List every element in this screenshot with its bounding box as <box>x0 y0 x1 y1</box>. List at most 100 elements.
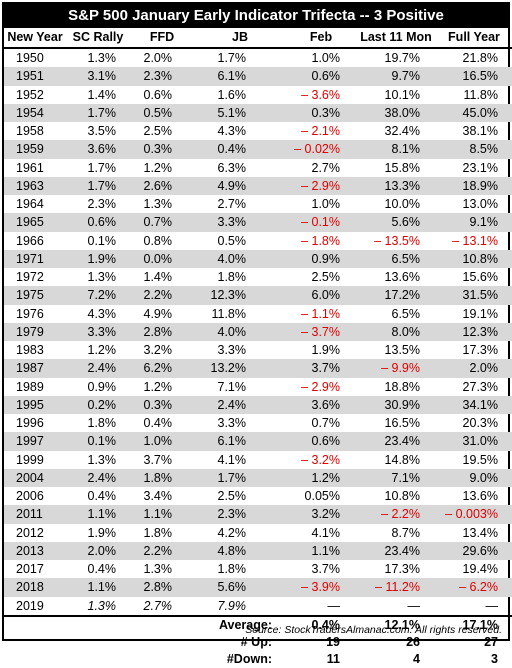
cell-last-11-mon: 30.9% <box>356 395 436 414</box>
cell-ffd: 1.8% <box>143 525 173 540</box>
summary-label: Average: <box>218 617 272 632</box>
cell-year: 2019 <box>4 596 66 617</box>
cell-sc-rally: 2.0% <box>66 541 130 560</box>
cell-jb: 6.3% <box>217 160 247 175</box>
source-note: Source: StockTradersAlmanac.com. All rig… <box>245 624 502 636</box>
cell-full-year: 12.3% <box>436 322 512 341</box>
cell-feb: – 3.2% <box>301 452 340 467</box>
cell-ffd: 2.6% <box>130 176 194 195</box>
table-row: 1979 3.3% 2.8% 4.0% – 3.7% 8.0% 12.3% <box>4 322 512 341</box>
cell-feb: 0.7% <box>311 416 341 430</box>
cell-year: 1999 <box>16 452 44 467</box>
header-row: New Year SC Rally FFD JB Feb Last 11 Mon… <box>4 28 512 49</box>
cell-full-year: 10.8% <box>436 249 512 268</box>
col-header-sc-rally: SC Rally <box>66 28 130 49</box>
cell-full-year: 17.3% <box>462 343 498 357</box>
summary-full-year: 17.1% <box>462 617 498 632</box>
cell-feb: – 3.6% <box>301 87 340 102</box>
cell-sc-rally: 1.7% <box>66 103 130 122</box>
cell-feb: 1.2% <box>286 468 356 487</box>
col-header-jb: JB <box>194 28 286 49</box>
table-row: 1997 0.1% 1.0% 6.1% 0.6% 23.4% 31.0% <box>4 432 512 451</box>
table-row: 1964 2.3% 1.3% 2.7% 1.0% 10.0% 13.0% <box>4 195 512 213</box>
summary-last-11-mon: 26 <box>406 634 420 649</box>
cell-sc-rally: 7.2% <box>66 286 130 305</box>
col-header-last-11-mon: Last 11 Mon <box>356 28 436 49</box>
table-row: 2018 1.1% 2.8% 5.6% – 3.9% – 11.2% – 6.2% <box>4 578 512 597</box>
cell-last-11-mon: 7.1% <box>356 468 436 487</box>
cell-sc-rally: 3.3% <box>66 322 130 341</box>
cell-last-11-mon: 23.4% <box>356 541 436 560</box>
cell-feb: 0.6% <box>286 432 356 451</box>
cell-sc-rally: 3.5% <box>87 124 117 138</box>
cell-year: 1989 <box>16 379 44 394</box>
cell-feb: – 2.9% <box>286 176 356 195</box>
table-row: 1961 1.7% 1.2% 6.3% 2.7% 15.8% 23.1% <box>4 159 512 177</box>
cell-year: 1961 <box>16 160 44 175</box>
table-row: 1983 1.2% 3.2% 3.3% 1.9% 13.5% 17.3% <box>4 341 512 359</box>
cell-year: 2011 <box>4 505 66 524</box>
cell-year: 1952 <box>16 87 44 102</box>
table-row: 1954 1.7% 0.5% 5.1% 0.3% 38.0% 45.0% <box>4 103 512 122</box>
cell-full-year: 16.5% <box>436 67 512 86</box>
cell-full-year: 2.0% <box>436 359 512 378</box>
cell-year: 1987 <box>4 359 66 378</box>
cell-sc-rally: 0.2% <box>66 395 130 414</box>
table-row: 1951 3.1% 2.3% 6.1% 0.6% 9.7% 16.5% <box>4 67 512 86</box>
cell-feb: — <box>286 596 356 617</box>
cell-ffd: 3.4% <box>143 489 173 503</box>
cell-full-year: 23.1% <box>462 160 498 175</box>
cell-full-year: 45.0% <box>436 103 512 122</box>
cell-jb: 1.8% <box>217 562 247 576</box>
cell-full-year: 29.6% <box>436 541 512 560</box>
cell-feb: 1.1% <box>286 541 356 560</box>
cell-feb: 1.9% <box>311 343 341 357</box>
table-row: 2019 1.3% 2.7% 7.9% — — — <box>4 596 512 617</box>
cell-year: 1996 <box>16 416 44 430</box>
cell-feb: – 0.02% <box>286 140 356 159</box>
summary-spacer <box>4 616 194 634</box>
cell-year: 2004 <box>4 468 66 487</box>
cell-sc-rally: 1.1% <box>66 578 130 597</box>
summary-last-11-mon: 12.1% <box>384 617 420 632</box>
cell-full-year: – 6.2% <box>436 578 512 597</box>
cell-year: 1979 <box>4 322 66 341</box>
cell-ffd: 0.3% <box>130 140 194 159</box>
table-row: 2012 1.9% 1.8% 4.2% 4.1% 8.7% 13.4% <box>4 524 512 542</box>
cell-feb: 1.0% <box>311 197 341 211</box>
cell-ffd: 1.4% <box>143 270 173 284</box>
cell-last-11-mon: 16.5% <box>384 416 420 430</box>
cell-jb: 4.2% <box>217 525 247 540</box>
table-row: 1975 7.2% 2.2% 12.3% 6.0% 17.2% 31.5% <box>4 286 512 305</box>
cell-last-11-mon: 32.4% <box>384 124 420 138</box>
cell-feb: 2.7% <box>311 160 341 175</box>
col-header-ffd: FFD <box>130 28 194 49</box>
cell-full-year: 31.5% <box>436 286 512 305</box>
cell-full-year: 27.3% <box>462 379 498 394</box>
cell-ffd: 1.3% <box>143 197 173 211</box>
cell-jb: 2.7% <box>217 197 247 211</box>
cell-sc-rally: 0.9% <box>87 379 117 394</box>
cell-ffd: 4.9% <box>143 306 173 321</box>
cell-last-11-mon: 17.3% <box>384 562 420 576</box>
cell-year: 1959 <box>4 140 66 159</box>
cell-sc-rally: 3.6% <box>66 140 130 159</box>
cell-last-11-mon: – 13.5% <box>374 233 420 248</box>
cell-last-11-mon: 19.7% <box>384 51 420 65</box>
cell-sc-rally: 0.4% <box>87 562 117 576</box>
cell-year: 1963 <box>4 176 66 195</box>
cell-ffd: 2.8% <box>130 322 194 341</box>
cell-full-year: 13.6% <box>462 489 498 503</box>
summary-row: # Up: 19 26 27 <box>4 634 512 651</box>
cell-full-year: 8.5% <box>436 140 512 159</box>
cell-last-11-mon: 8.1% <box>356 140 436 159</box>
cell-year: 2018 <box>4 578 66 597</box>
cell-feb: – 1.1% <box>301 306 340 321</box>
table-row: 1987 2.4% 6.2% 13.2% 3.7% – 9.9% 2.0% <box>4 359 512 378</box>
cell-jb: 4.9% <box>194 176 286 195</box>
cell-full-year: 9.1% <box>436 213 512 232</box>
cell-feb: 2.5% <box>311 270 341 284</box>
cell-jb: 6.1% <box>194 432 286 451</box>
data-table: New Year SC Rally FFD JB Feb Last 11 Mon… <box>4 28 512 668</box>
